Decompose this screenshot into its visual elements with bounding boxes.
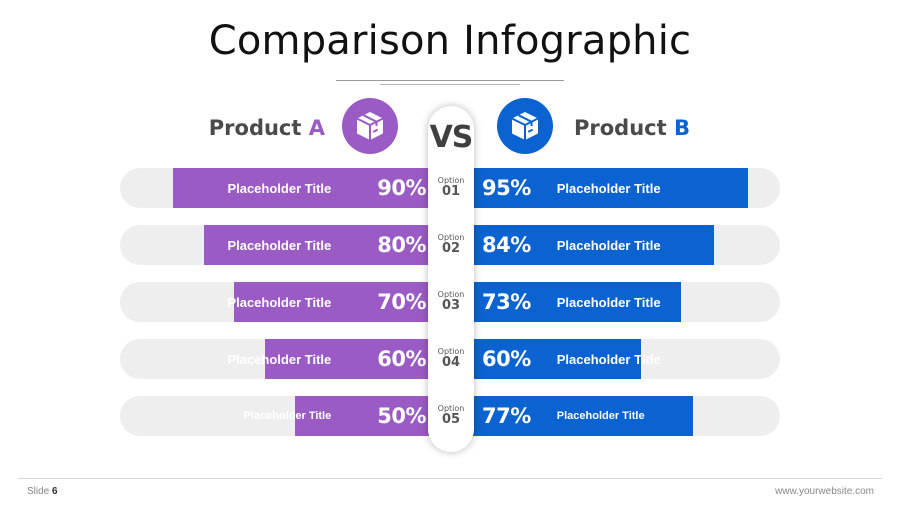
option-label: Option 02 — [428, 233, 474, 255]
product-a-name: Product — [208, 116, 309, 140]
product-b-bar-title: Placeholder Title — [556, 180, 661, 196]
product-b-name: Product — [574, 116, 674, 140]
option-label: Option 01 — [428, 176, 474, 198]
option-number: 05 — [441, 412, 461, 427]
box-icon — [511, 112, 539, 140]
option-number: 02 — [441, 241, 461, 256]
product-b-letter: B — [673, 116, 690, 140]
title-underline-short — [380, 84, 520, 85]
footer-divider — [18, 478, 882, 479]
product-a-percent: 50% — [377, 404, 426, 428]
product-a-bar: Placeholder Title 70% — [227, 282, 450, 322]
product-a-letter: A — [308, 116, 325, 140]
product-b-bar: 73% Placeholder Title — [450, 282, 681, 322]
option-word: Option — [437, 404, 465, 413]
product-b-percent: 73% — [482, 290, 531, 314]
product-b-bar: 77% Placeholder Title — [450, 396, 693, 436]
product-b-bar: 95% Placeholder Title — [450, 168, 748, 208]
option-number: 04 — [441, 355, 461, 370]
vs-divider-pill: VS Option 01 Option 02 Option 03 Option 04 Optio… — [428, 106, 474, 452]
product-b-bar-title: Placeholder Title — [556, 237, 661, 253]
product-a-box-icon — [342, 98, 398, 154]
product-b-percent: 60% — [482, 347, 531, 371]
product-a-percent: 70% — [377, 290, 426, 314]
slide-number-value: 6 — [52, 486, 58, 497]
product-a-bar-title: Placeholder Title — [227, 180, 332, 196]
slide-number-label: Slide — [27, 486, 53, 497]
option-word: Option — [437, 233, 465, 242]
option-word: Option — [437, 176, 465, 185]
product-a-percent: 80% — [377, 233, 426, 257]
option-number: 03 — [441, 298, 461, 313]
option-label: Option 03 — [428, 290, 474, 312]
product-a-bar-title: Placeholder Title — [243, 410, 332, 422]
product-b-bar-title: Placeholder Title — [556, 351, 661, 367]
product-b-percent: 95% — [482, 176, 531, 200]
website-url: www.yourwebsite.com — [775, 486, 874, 497]
product-b-box-icon — [497, 98, 553, 154]
option-label: Option 04 — [428, 347, 474, 369]
product-a-bar: Placeholder Title 50% — [243, 396, 450, 436]
product-a-bar: Placeholder Title 60% — [227, 339, 450, 379]
product-b-percent: 77% — [482, 404, 531, 428]
product-a-bar-title: Placeholder Title — [227, 294, 332, 310]
product-b-bar-title: Placeholder Title — [556, 294, 661, 310]
product-b-percent: 84% — [482, 233, 531, 257]
title-underline — [336, 80, 564, 81]
box-icon — [356, 112, 384, 140]
vs-label: VS — [429, 120, 474, 155]
option-number: 01 — [441, 184, 461, 199]
slide-title: Comparison Infographic — [208, 18, 692, 64]
product-b-bar: 60% Placeholder Title — [450, 339, 661, 379]
product-b-bar: 84% Placeholder Title — [450, 225, 714, 265]
product-a-bar: Placeholder Title 90% — [173, 168, 450, 208]
option-word: Option — [437, 347, 465, 356]
product-a-label: Product A — [209, 116, 325, 140]
option-label: Option 05 — [428, 404, 474, 426]
product-a-bar-title: Placeholder Title — [227, 237, 332, 253]
product-b-label: Product B — [574, 116, 690, 140]
product-b-bar-title: Placeholder Title — [556, 410, 645, 422]
product-a-bar-title: Placeholder Title — [227, 351, 332, 367]
option-word: Option — [437, 290, 465, 299]
product-a-bar: Placeholder Title 80% — [204, 225, 450, 265]
product-a-percent: 90% — [377, 176, 426, 200]
slide-number: Slide 6 — [27, 486, 58, 497]
product-a-percent: 60% — [377, 347, 426, 371]
